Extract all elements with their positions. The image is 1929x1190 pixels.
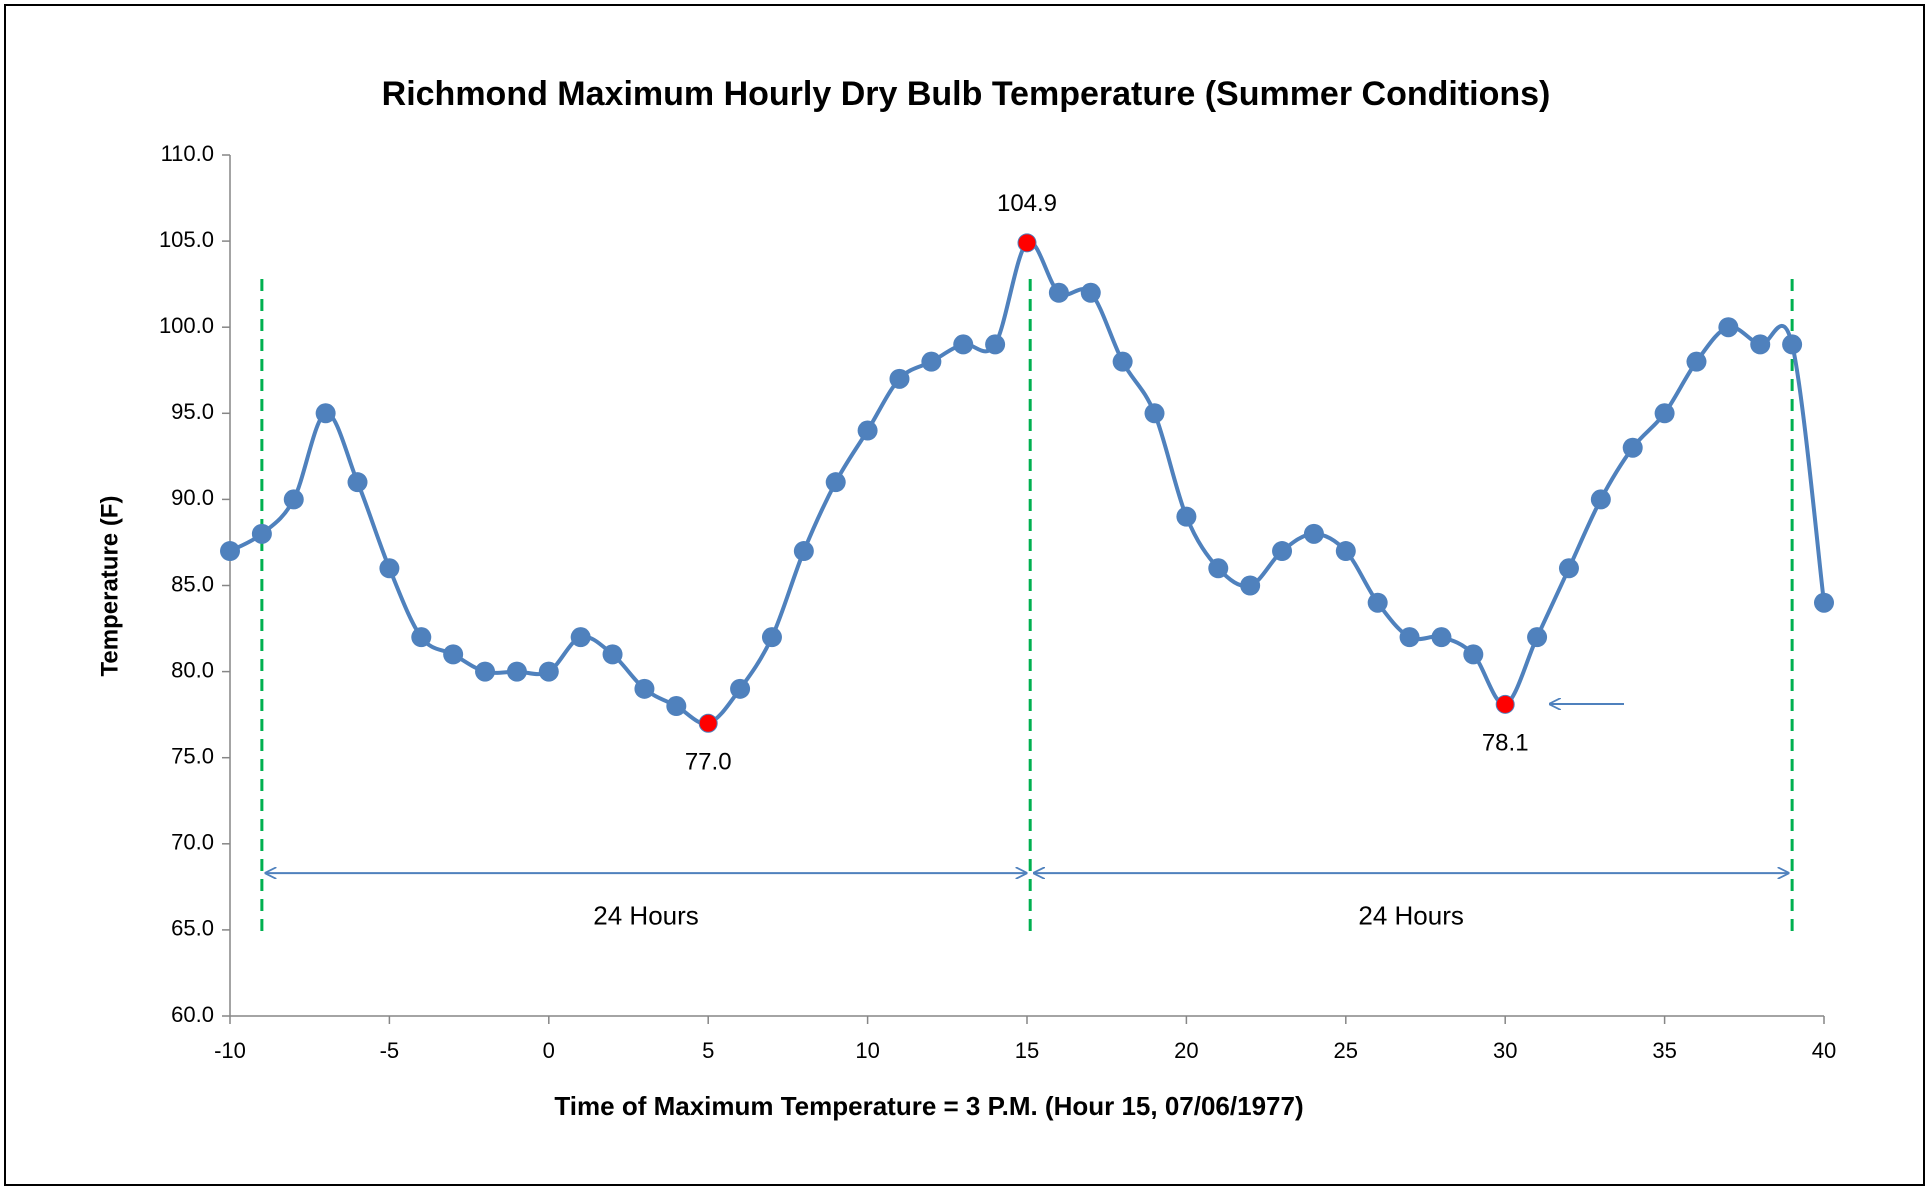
data-point: [1750, 334, 1771, 355]
data-point: [1814, 592, 1834, 613]
y-tick-label: 80.0: [171, 657, 214, 682]
data-point: [570, 627, 591, 648]
data-point: [1495, 694, 1515, 714]
data-point: [506, 661, 527, 682]
x-tick-label: -10: [214, 1038, 246, 1063]
y-tick-label: 65.0: [171, 916, 214, 941]
data-point: [761, 627, 782, 648]
data-point: [220, 541, 240, 562]
data-point: [1176, 506, 1197, 527]
y-tick-label: 60.0: [171, 1002, 214, 1027]
data-point: [1303, 523, 1324, 544]
data-point: [889, 368, 910, 389]
y-axis-label: Temperature (F): [96, 496, 123, 677]
span-label: 24 Hours: [593, 901, 699, 931]
x-tick-label: 30: [1493, 1038, 1517, 1063]
data-point: [634, 678, 655, 699]
y-tick-label: 95.0: [171, 399, 214, 424]
y-tick-label: 110.0: [161, 141, 214, 166]
data-point: [315, 403, 336, 424]
data-point: [825, 472, 846, 493]
data-point: [1367, 592, 1388, 613]
data-point: [411, 627, 432, 648]
x-tick-label: 40: [1812, 1038, 1836, 1063]
data-point: [985, 334, 1006, 355]
data-label: 104.9: [997, 190, 1057, 217]
data-point: [1208, 558, 1229, 579]
data-point: [1463, 644, 1484, 665]
data-point: [475, 661, 496, 682]
y-tick-label: 100.0: [159, 313, 214, 338]
data-point: [1080, 282, 1101, 303]
x-tick-label: 0: [543, 1038, 555, 1063]
chart-title: Richmond Maximum Hourly Dry Bulb Tempera…: [382, 75, 1551, 113]
data-point: [666, 696, 687, 717]
data-point: [857, 420, 878, 441]
data-point: [921, 351, 942, 372]
x-tick-label: 5: [702, 1038, 714, 1063]
data-point: [1399, 627, 1420, 648]
data-point: [1654, 403, 1675, 424]
data-point: [379, 558, 400, 579]
data-point: [1335, 541, 1356, 562]
x-axis-label: Time of Maximum Temperature = 3 P.M. (Ho…: [554, 1091, 1303, 1121]
data-point: [443, 644, 464, 665]
data-point: [1017, 233, 1037, 253]
data-point: [251, 523, 272, 544]
x-tick-label: 35: [1652, 1038, 1676, 1063]
data-point: [1686, 351, 1707, 372]
frame: [4, 4, 1925, 1186]
data-point: [602, 644, 623, 665]
y-tick-label: 105.0: [159, 227, 214, 252]
data-point: [1048, 282, 1069, 303]
data-point: [1718, 317, 1739, 338]
data-point: [1527, 627, 1548, 648]
x-tick-label: 20: [1174, 1038, 1198, 1063]
data-point: [1144, 403, 1165, 424]
y-tick-label: 70.0: [171, 830, 214, 855]
data-point: [347, 472, 368, 493]
y-tick-label: 85.0: [171, 571, 214, 596]
data-point: [698, 713, 718, 733]
y-tick-label: 90.0: [171, 485, 214, 510]
data-point: [283, 489, 304, 510]
data-point: [1272, 541, 1293, 562]
data-point: [538, 661, 559, 682]
data-point: [1558, 558, 1579, 579]
data-point: [1590, 489, 1611, 510]
data-point: [730, 678, 751, 699]
x-tick-label: -5: [380, 1038, 400, 1063]
y-tick-label: 75.0: [171, 744, 214, 769]
data-point: [1240, 575, 1261, 596]
data-point: [1622, 437, 1643, 458]
data-point: [793, 541, 814, 562]
data-label: 77.0: [685, 749, 732, 776]
span-label: 24 Hours: [1358, 901, 1464, 931]
data-point: [1112, 351, 1133, 372]
data-point: [953, 334, 974, 355]
x-tick-label: 15: [1015, 1038, 1039, 1063]
data-label: 78.1: [1482, 730, 1529, 757]
x-tick-label: 25: [1334, 1038, 1358, 1063]
series-line: [229, 239, 1826, 726]
data-point: [1431, 627, 1452, 648]
data-point: [1782, 334, 1803, 355]
x-tick-label: 10: [855, 1038, 879, 1063]
